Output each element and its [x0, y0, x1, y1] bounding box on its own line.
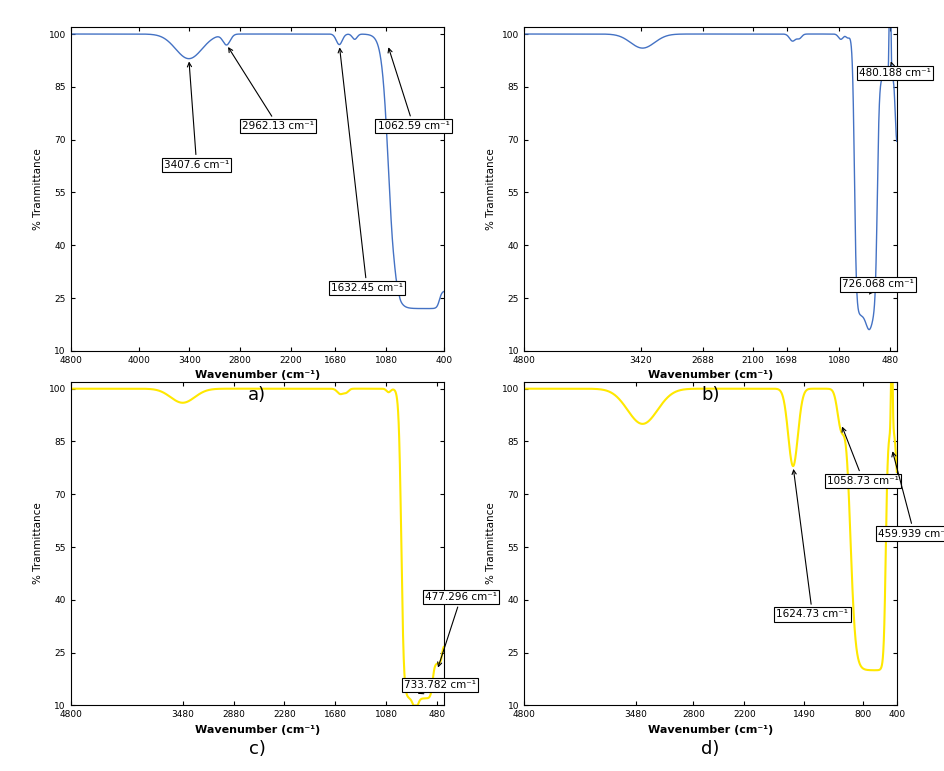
- Text: 459.939 cm⁻¹: 459.939 cm⁻¹: [878, 453, 944, 538]
- Y-axis label: % Tranmittance: % Tranmittance: [33, 503, 43, 584]
- Y-axis label: % Tranmittance: % Tranmittance: [486, 148, 497, 230]
- X-axis label: Wavenumber (cm⁻¹): Wavenumber (cm⁻¹): [194, 725, 320, 735]
- Text: 1624.73 cm⁻¹: 1624.73 cm⁻¹: [777, 470, 849, 619]
- Y-axis label: % Tranmittance: % Tranmittance: [486, 503, 497, 584]
- Text: 480.188 cm⁻¹: 480.188 cm⁻¹: [859, 62, 931, 79]
- Text: 1632.45 cm⁻¹: 1632.45 cm⁻¹: [331, 49, 403, 293]
- Text: 1062.59 cm⁻¹: 1062.59 cm⁻¹: [378, 49, 449, 131]
- Text: 1058.73 cm⁻¹: 1058.73 cm⁻¹: [827, 428, 900, 486]
- Text: 477.296 cm⁻¹: 477.296 cm⁻¹: [425, 592, 497, 666]
- Text: c): c): [249, 740, 265, 758]
- X-axis label: Wavenumber (cm⁻¹): Wavenumber (cm⁻¹): [648, 370, 773, 380]
- X-axis label: Wavenumber (cm⁻¹): Wavenumber (cm⁻¹): [648, 725, 773, 735]
- Text: 733.782 cm⁻¹: 733.782 cm⁻¹: [404, 680, 476, 694]
- Y-axis label: % Tranmittance: % Tranmittance: [33, 148, 43, 230]
- Text: d): d): [701, 740, 719, 758]
- Text: b): b): [701, 386, 719, 403]
- Text: 2962.13 cm⁻¹: 2962.13 cm⁻¹: [228, 48, 314, 131]
- Text: 3407.6 cm⁻¹: 3407.6 cm⁻¹: [164, 62, 229, 170]
- Text: a): a): [248, 386, 266, 403]
- X-axis label: Wavenumber (cm⁻¹): Wavenumber (cm⁻¹): [194, 370, 320, 380]
- Text: 726.068 cm⁻¹: 726.068 cm⁻¹: [842, 279, 914, 294]
